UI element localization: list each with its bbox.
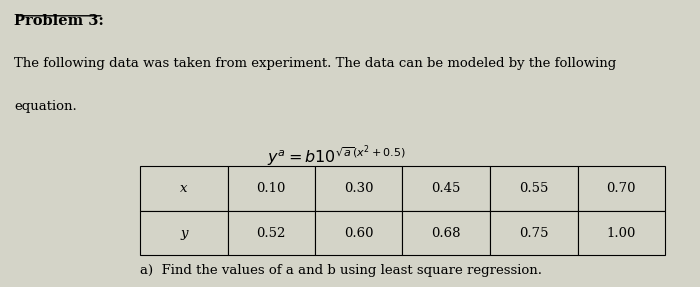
Bar xyxy=(490,166,578,211)
Bar xyxy=(490,211,578,255)
Bar xyxy=(140,211,228,255)
Text: $y^{a} = b10^{\sqrt{a}(x^{2}+0.5)}$: $y^{a} = b10^{\sqrt{a}(x^{2}+0.5)}$ xyxy=(267,144,405,169)
Text: equation.: equation. xyxy=(14,100,77,113)
Text: 0.55: 0.55 xyxy=(519,182,548,195)
Text: x: x xyxy=(180,182,188,195)
Text: The following data was taken from experiment. The data can be modeled by the fol: The following data was taken from experi… xyxy=(14,57,616,70)
Text: 0.68: 0.68 xyxy=(431,227,461,240)
Bar xyxy=(228,211,315,255)
Text: y: y xyxy=(180,227,188,240)
Text: 0.60: 0.60 xyxy=(344,227,374,240)
Bar xyxy=(315,211,402,255)
Text: a)  Find the values of a and b using least square regression.: a) Find the values of a and b using leas… xyxy=(140,264,542,277)
Text: Problem 3:: Problem 3: xyxy=(14,14,104,28)
Text: 0.45: 0.45 xyxy=(432,182,461,195)
Bar xyxy=(402,211,490,255)
Text: 0.70: 0.70 xyxy=(606,182,636,195)
Text: 0.52: 0.52 xyxy=(257,227,286,240)
Text: 1.00: 1.00 xyxy=(607,227,636,240)
Bar xyxy=(140,166,228,211)
Bar xyxy=(228,166,315,211)
Bar xyxy=(315,166,402,211)
Text: 0.75: 0.75 xyxy=(519,227,549,240)
Text: 0.30: 0.30 xyxy=(344,182,374,195)
Bar xyxy=(402,166,490,211)
Bar xyxy=(578,166,665,211)
Text: 0.10: 0.10 xyxy=(257,182,286,195)
Bar xyxy=(578,211,665,255)
